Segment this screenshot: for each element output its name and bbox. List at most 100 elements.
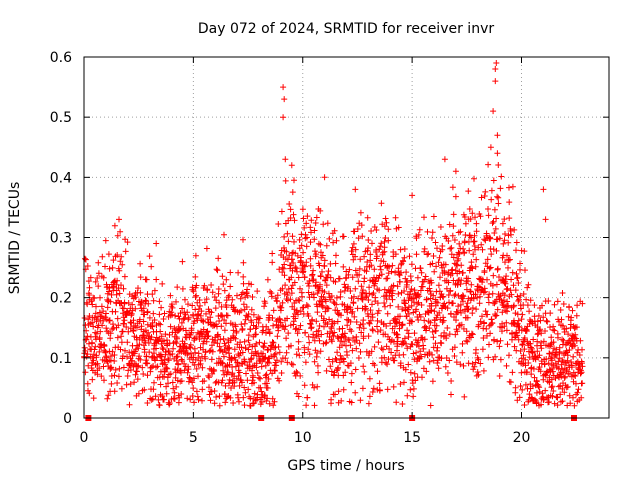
y-tick-label: 0.4	[50, 170, 72, 186]
data-point	[227, 269, 234, 276]
data-point	[434, 245, 440, 252]
data-point	[225, 369, 232, 376]
data-point	[197, 360, 204, 367]
data-point	[358, 222, 365, 229]
data-point	[373, 247, 380, 253]
data-point	[172, 312, 179, 319]
data-point	[159, 393, 166, 400]
data-point	[226, 344, 233, 351]
data-point	[383, 219, 390, 226]
data-point	[114, 232, 121, 239]
data-point	[186, 374, 193, 381]
data-point	[137, 260, 144, 267]
data-point	[362, 305, 369, 312]
data-point	[545, 360, 552, 367]
data-point	[102, 237, 109, 244]
data-point	[489, 320, 496, 327]
data-point	[136, 316, 143, 323]
data-point	[241, 320, 248, 327]
data-point	[448, 244, 455, 251]
data-point	[380, 258, 387, 265]
data-point	[107, 298, 114, 305]
data-point	[344, 322, 351, 329]
data-point	[194, 393, 201, 400]
data-point	[352, 389, 359, 396]
data-point	[380, 346, 386, 353]
data-point	[235, 362, 242, 369]
data-point	[472, 214, 478, 221]
data-point	[254, 288, 261, 295]
data-point	[211, 294, 218, 300]
data-point	[250, 374, 257, 381]
data-point	[111, 372, 118, 379]
data-point	[414, 274, 421, 281]
data-point	[203, 296, 210, 303]
data-point	[303, 234, 310, 241]
data-point	[458, 321, 465, 328]
data-point	[242, 389, 249, 396]
data-point	[247, 356, 254, 363]
data-point	[226, 376, 233, 383]
data-point	[245, 311, 252, 317]
data-point	[447, 245, 454, 252]
data-point	[470, 251, 477, 258]
data-point	[111, 358, 118, 364]
data-point	[540, 186, 547, 193]
data-point	[121, 317, 128, 324]
data-point	[206, 384, 212, 391]
data-point	[327, 260, 334, 267]
data-point	[333, 252, 339, 259]
data-point	[453, 359, 460, 366]
data-point	[453, 317, 459, 324]
data-point	[141, 334, 148, 341]
data-point	[536, 384, 543, 391]
data-point	[387, 302, 394, 309]
data-point	[208, 282, 215, 288]
y-tick-label: 0.1	[50, 351, 72, 367]
data-point	[158, 357, 165, 364]
data-point	[184, 350, 191, 356]
data-point	[285, 330, 292, 337]
data-point	[550, 339, 557, 346]
data-point	[544, 318, 551, 325]
data-point	[303, 402, 310, 409]
data-point	[360, 363, 367, 370]
data-point	[270, 307, 277, 314]
data-point	[112, 366, 119, 373]
data-point	[521, 335, 528, 341]
data-point	[441, 156, 448, 163]
data-point	[354, 226, 361, 232]
data-point	[336, 275, 343, 282]
data-point	[108, 373, 115, 379]
data-point	[353, 319, 360, 325]
data-point	[283, 248, 290, 255]
data-point	[429, 351, 436, 358]
data-point	[397, 360, 404, 367]
data-point	[500, 297, 507, 304]
data-point	[515, 336, 522, 343]
data-point	[409, 341, 416, 348]
data-point	[499, 309, 506, 316]
data-point	[368, 262, 375, 269]
data-point	[118, 282, 124, 289]
data-point	[535, 312, 542, 319]
data-point	[322, 308, 329, 315]
data-point	[490, 218, 497, 225]
data-point	[307, 262, 314, 269]
data-point	[295, 393, 302, 400]
data-point	[467, 288, 474, 295]
data-point	[333, 357, 340, 363]
data-point	[346, 337, 353, 344]
data-point	[236, 398, 242, 405]
data-point	[375, 307, 382, 314]
data-point	[174, 335, 180, 342]
data-point	[231, 354, 238, 361]
data-point	[207, 314, 214, 321]
data-point	[173, 357, 180, 364]
data-point	[495, 162, 502, 168]
data-point	[156, 298, 163, 305]
data-point	[239, 349, 246, 356]
data-point	[488, 187, 495, 194]
data-point	[522, 267, 528, 274]
data-point	[564, 383, 571, 390]
